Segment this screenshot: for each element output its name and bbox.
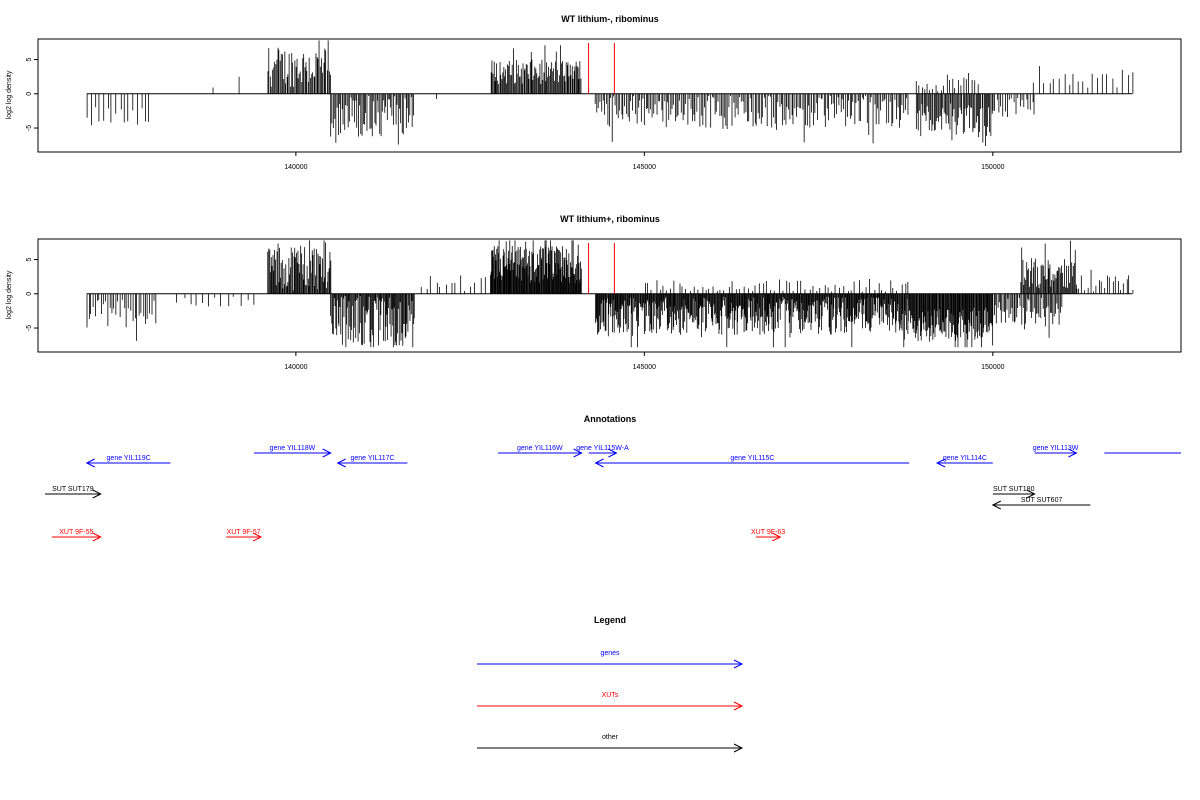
arrow-head bbox=[772, 532, 782, 542]
feature-other: SUT SUT607 bbox=[991, 497, 1091, 510]
feature-label: gene YIL118W bbox=[270, 445, 316, 452]
plot-frame bbox=[37, 38, 1182, 153]
x-tick-label: 145000 bbox=[633, 164, 656, 171]
legend-item-genes: genes bbox=[477, 650, 744, 669]
arrow-head bbox=[733, 743, 744, 753]
y-axis-label: log2 log density bbox=[6, 270, 13, 319]
track-panel-lithium-plus: WT lithium+, ribominus log2 log density … bbox=[6, 214, 1182, 371]
arrow-head bbox=[85, 458, 96, 468]
density-bars bbox=[86, 40, 1134, 146]
feature-genes: gene YIL115W-A bbox=[576, 445, 629, 458]
x-tick-label: 150000 bbox=[981, 364, 1004, 371]
feature-label: gene YIL115C bbox=[730, 455, 774, 462]
y-axis: -5 0 5 bbox=[26, 257, 38, 331]
feature-genes: gene YIL118W bbox=[254, 445, 332, 458]
feature-genes: gene YIL114C bbox=[935, 455, 993, 468]
arrow-head bbox=[252, 532, 263, 542]
feature-genes: gene YIL113W bbox=[1033, 445, 1079, 458]
y-tick-label: 0 bbox=[26, 292, 33, 296]
arrow-head bbox=[608, 448, 618, 458]
density-bars bbox=[86, 240, 1134, 348]
feature-label: XUT 9F-63 bbox=[751, 529, 785, 536]
feature-label: gene YIL114C bbox=[943, 455, 987, 462]
y-tick-label: 5 bbox=[26, 257, 33, 261]
y-axis-label: log2 log density bbox=[6, 70, 13, 119]
arrow-head bbox=[92, 489, 102, 499]
feature-other: SUT SUT179 bbox=[44, 486, 102, 499]
arrow-head bbox=[1068, 448, 1078, 458]
arrow-head bbox=[1026, 489, 1036, 499]
y-axis: -5 0 5 bbox=[26, 57, 38, 131]
x-axis: 140000 145000 150000 bbox=[284, 352, 1005, 371]
feature-label: gene YIL116W bbox=[517, 445, 563, 452]
feature-label: XUT 9F-57 bbox=[227, 529, 261, 536]
legend-label: XUTs bbox=[602, 692, 619, 699]
feature-label: gene YIL119C bbox=[107, 455, 151, 462]
feature-other: SUT SUT180 bbox=[992, 486, 1036, 499]
legend-label: genes bbox=[600, 650, 620, 657]
arrow-head bbox=[322, 448, 332, 458]
legend-label: other bbox=[602, 734, 619, 741]
y-tick-label: -5 bbox=[26, 325, 33, 331]
legend-item-xuts: XUTs bbox=[477, 692, 744, 711]
legend-item-other: other bbox=[477, 734, 744, 753]
x-tick-label: 140000 bbox=[284, 364, 307, 371]
legend-items: genes XUTs other bbox=[477, 650, 744, 753]
legend: Legend genes XUTs other bbox=[477, 615, 744, 753]
feature-genes: gene YIL117C bbox=[336, 455, 408, 468]
x-axis: 140000 145000 150000 bbox=[284, 152, 1005, 171]
feature-label: SUT SUT607 bbox=[1021, 497, 1063, 504]
feature-genes: gene YIL116W bbox=[497, 445, 583, 458]
track-panel-lithium-minus: WT lithium-, ribominus log2 log density … bbox=[6, 14, 1182, 171]
feature-xuts: XUT 9F-55 bbox=[51, 529, 102, 542]
feature-label: XUT 9F-55 bbox=[59, 529, 93, 536]
arrow-head bbox=[573, 448, 583, 458]
arrow-head bbox=[733, 701, 744, 711]
arrow-head bbox=[594, 458, 604, 468]
feature-label: gene YIL117C bbox=[350, 455, 394, 462]
feature-label: SUT SUT180 bbox=[993, 486, 1035, 493]
feature-xuts: XUT 9F-63 bbox=[751, 529, 785, 542]
x-tick-label: 145000 bbox=[633, 364, 656, 371]
x-tick-label: 150000 bbox=[981, 164, 1004, 171]
y-tick-label: 5 bbox=[26, 57, 33, 61]
feature-genes: gene YIL119C bbox=[85, 455, 171, 468]
y-tick-label: 0 bbox=[26, 92, 33, 96]
annotations-title: Annotations bbox=[584, 414, 637, 424]
feature-xuts: XUT 9F-57 bbox=[226, 529, 263, 542]
track-title: WT lithium+, ribominus bbox=[560, 214, 660, 224]
x-tick-label: 140000 bbox=[284, 164, 307, 171]
feature-genes: gene YIL115C bbox=[594, 455, 910, 468]
red-markers bbox=[588, 43, 615, 94]
feature-arrows: gene YIL119C gene YIL118W gene YIL117C gene… bbox=[44, 445, 1181, 542]
arrow-head bbox=[336, 458, 346, 468]
legend-title: Legend bbox=[594, 615, 626, 625]
arrow-head bbox=[733, 659, 744, 669]
red-markers bbox=[588, 243, 615, 294]
feature-label: gene YIL113W bbox=[1033, 445, 1079, 452]
arrow-head bbox=[935, 458, 946, 468]
arrow-head bbox=[991, 500, 1002, 510]
feature-label: SUT SUT179 bbox=[52, 486, 94, 493]
plot-frame bbox=[37, 238, 1182, 353]
feature-label: gene YIL115W-A bbox=[576, 445, 629, 452]
track-title: WT lithium-, ribominus bbox=[561, 14, 659, 24]
arrow-head bbox=[92, 532, 102, 542]
y-tick-label: -5 bbox=[26, 125, 33, 131]
